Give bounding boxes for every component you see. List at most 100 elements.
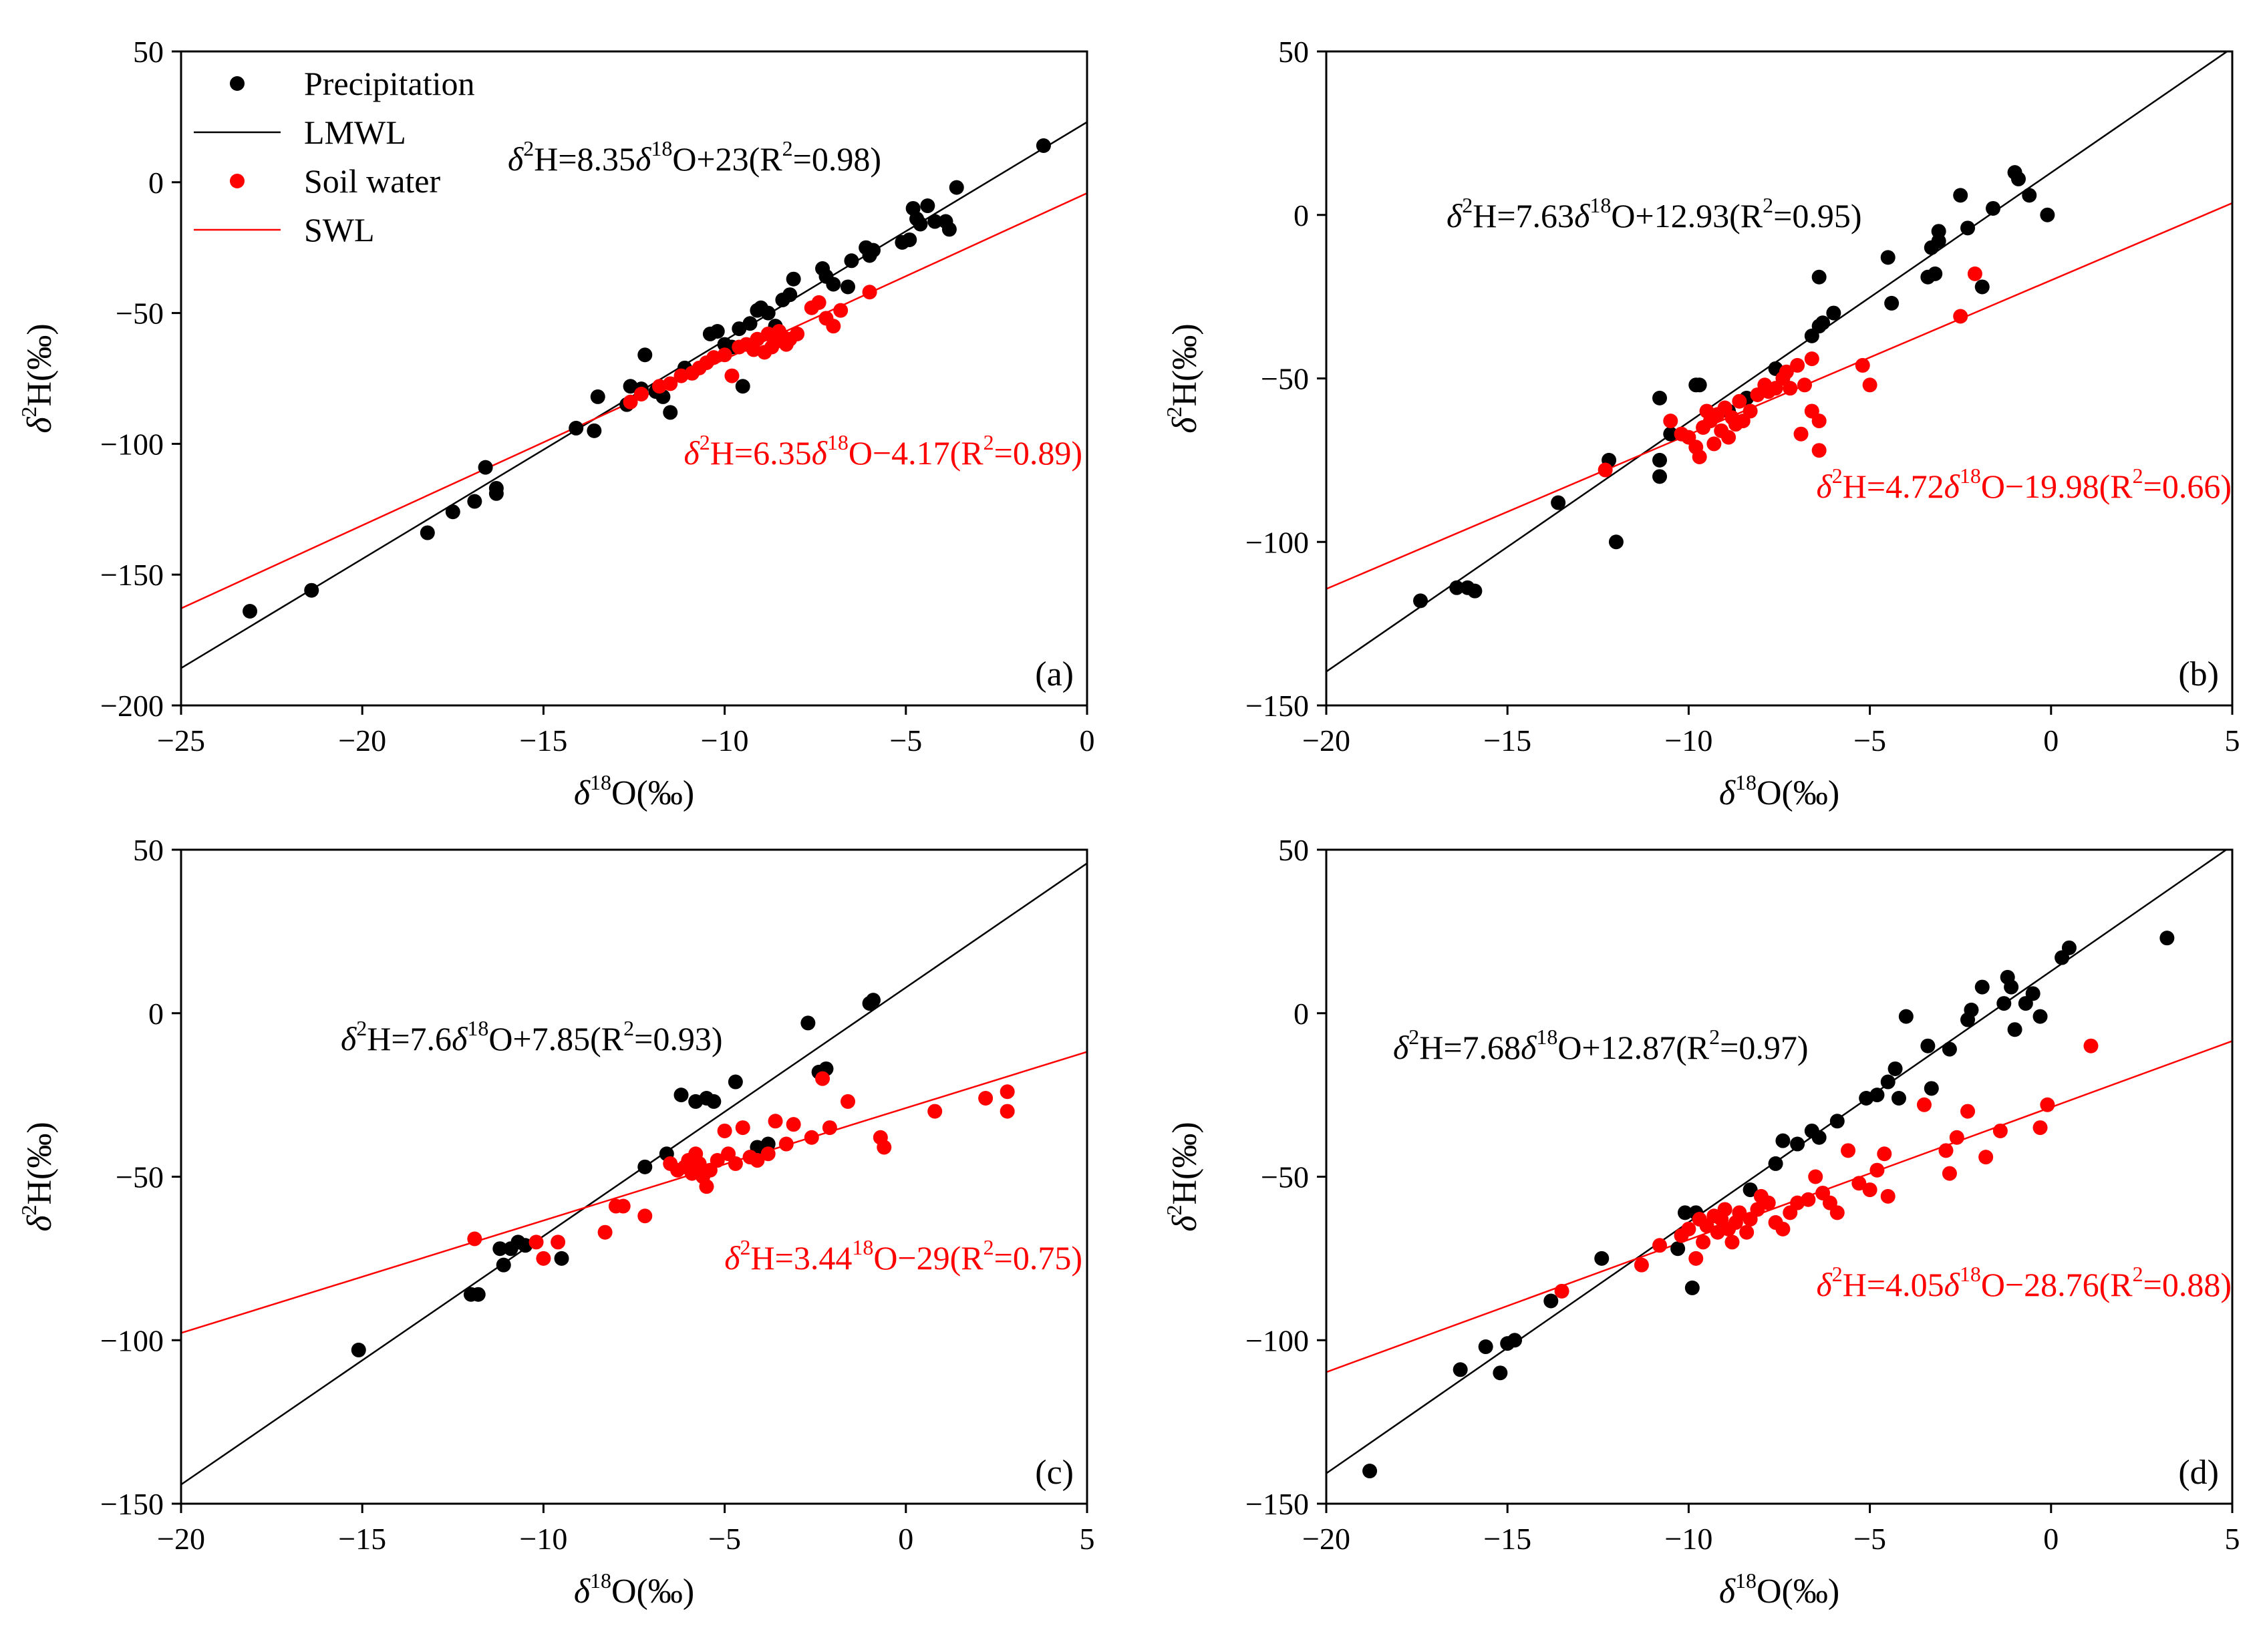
x-tick-label: −15 <box>1483 1522 1531 1556</box>
precipitation-point <box>2040 207 2055 222</box>
y-title-sup: 2 <box>17 1205 41 1216</box>
eq-text: H=7.63 <box>1473 197 1574 234</box>
x-tick-label: −15 <box>519 723 567 758</box>
soil-water-point <box>1000 1104 1015 1119</box>
fit-line-lmwl <box>181 862 1087 1486</box>
precipitation-point <box>1453 1362 1468 1377</box>
precipitation-point <box>2032 1009 2048 1024</box>
precipitation-point <box>1467 583 1483 599</box>
eq-sup: 18 <box>1960 1262 1981 1286</box>
precipitation-point <box>1449 580 1465 595</box>
soil-water-point <box>1942 1166 1957 1181</box>
y-title-rest: H(‰) <box>1166 1122 1204 1204</box>
eq-sup: 18 <box>467 1016 488 1040</box>
soil-water-point <box>633 386 649 401</box>
precipitation-point <box>1677 1205 1692 1220</box>
precipitation-point <box>467 494 482 509</box>
x-tick-label: −15 <box>1483 723 1531 758</box>
plot-frame <box>180 50 1088 707</box>
eq-text: O−19.98(R <box>1981 468 2133 505</box>
soil-water-point <box>750 331 765 347</box>
soil-water-point <box>2032 1120 2048 1136</box>
soil-water-point <box>1598 462 1613 478</box>
y-tick-label: −100 <box>100 427 164 461</box>
x-tick-label: −20 <box>1302 1522 1350 1556</box>
y-title-rest: H(‰) <box>21 1122 59 1204</box>
legend: Precipitation LMWL Soil water SWL <box>194 65 475 249</box>
soil-water-point <box>1877 1146 1892 1162</box>
legend-soil-water-marker <box>230 174 245 188</box>
x-tick-label: −10 <box>1664 1522 1712 1556</box>
y-axis-title: δ2H(‰) <box>17 1122 59 1231</box>
eq-text: O+7.85(R <box>488 1020 623 1057</box>
precipitation-point <box>1974 279 1990 295</box>
y-title-sup: 2 <box>17 407 41 418</box>
precipitation-point <box>488 480 504 496</box>
precipitation-point <box>1829 1114 1845 1129</box>
x-axis-title: δ18O(‰) <box>574 770 694 812</box>
soil-water-point <box>1692 449 1707 464</box>
precipitation-point <box>243 604 258 619</box>
precipitation-point <box>637 1159 653 1174</box>
soil-water-point <box>822 1120 837 1136</box>
fit-line-swl <box>1326 1040 2232 1373</box>
precipitation-point <box>865 242 881 258</box>
soil-water-point <box>1841 1143 1856 1158</box>
panel-a: −25 −20 −15 −10 −5 0−200−150−100−50050δ18O(‰)… <box>17 35 1095 812</box>
precipitation-point <box>1036 138 1051 153</box>
soil-water-point <box>778 1136 794 1152</box>
x-title-sup: 18 <box>1735 770 1757 794</box>
eq-delta: δ <box>1447 197 1463 234</box>
precipitation-point <box>841 279 856 295</box>
lmwl-equation: δ2H=8.35δ18O+23(R2=0.98) <box>508 136 881 178</box>
precipitation-point <box>1413 593 1428 609</box>
soil-water-point <box>978 1091 994 1106</box>
y-tick-label: −150 <box>1245 1487 1309 1521</box>
precipitation-point <box>1362 1464 1378 1479</box>
soil-water-point <box>1862 1182 1877 1198</box>
eq-sup: 2 <box>1408 1025 1419 1049</box>
eq-sup: 18 <box>1960 464 1981 488</box>
eq-delta: δ <box>1521 1029 1537 1066</box>
eq-text: O−28.76(R <box>1981 1266 2133 1303</box>
soil-water-point <box>927 1104 943 1119</box>
precipitation-point <box>1887 1061 1903 1076</box>
soil-water-point <box>1801 1192 1816 1207</box>
eq-sup: 2 <box>2133 1262 2143 1286</box>
precipitation-point <box>927 214 943 229</box>
x-axis-title: δ18O(‰) <box>1719 1568 1839 1611</box>
soil-water-point <box>2083 1038 2099 1053</box>
precipitation-point <box>1775 1133 1791 1148</box>
soil-water-point <box>826 319 841 334</box>
soil-water-point <box>804 1130 819 1145</box>
panel-label: (a) <box>1035 655 1074 693</box>
soil-water-point <box>786 1117 801 1132</box>
precipitation-point <box>554 1251 569 1266</box>
y-axis-title: δ2H(‰) <box>1162 1122 1204 1231</box>
x-title-sup: 18 <box>590 770 611 794</box>
precipitation-point <box>2004 979 2019 995</box>
eq-text: O−4.17(R <box>849 434 984 472</box>
eq-sup: 18 <box>651 136 672 160</box>
precipitation-point <box>2025 986 2041 1001</box>
precipitation-point <box>1880 250 1896 265</box>
precipitation-point <box>1898 1009 1914 1024</box>
soil-water-point <box>1811 443 1827 458</box>
swl-equation: δ2H=6.35δ18O−4.17(R2=0.89) <box>684 430 1082 472</box>
precipitation-point <box>782 287 798 303</box>
series-precipitation <box>1362 931 2175 1479</box>
precipitation-point <box>949 180 964 195</box>
soil-water-point <box>862 285 877 300</box>
eq-sup: 2 <box>1763 193 1773 217</box>
precipitation-point <box>637 347 653 363</box>
legend-soil-water-label: Soil water <box>304 162 440 200</box>
y-title-sup: 2 <box>1162 407 1186 418</box>
eq-delta: δ <box>1944 1266 1960 1303</box>
x-tick-label: 5 <box>1080 1522 1095 1556</box>
soil-water-point <box>1663 414 1678 429</box>
plot-frame <box>1325 848 2234 1505</box>
y-title-rest: H(‰) <box>21 323 59 406</box>
y-tick-label: 0 <box>1294 997 1309 1031</box>
eq-text: =0.88) <box>2143 1266 2232 1303</box>
soil-water-point <box>1851 1176 1867 1191</box>
